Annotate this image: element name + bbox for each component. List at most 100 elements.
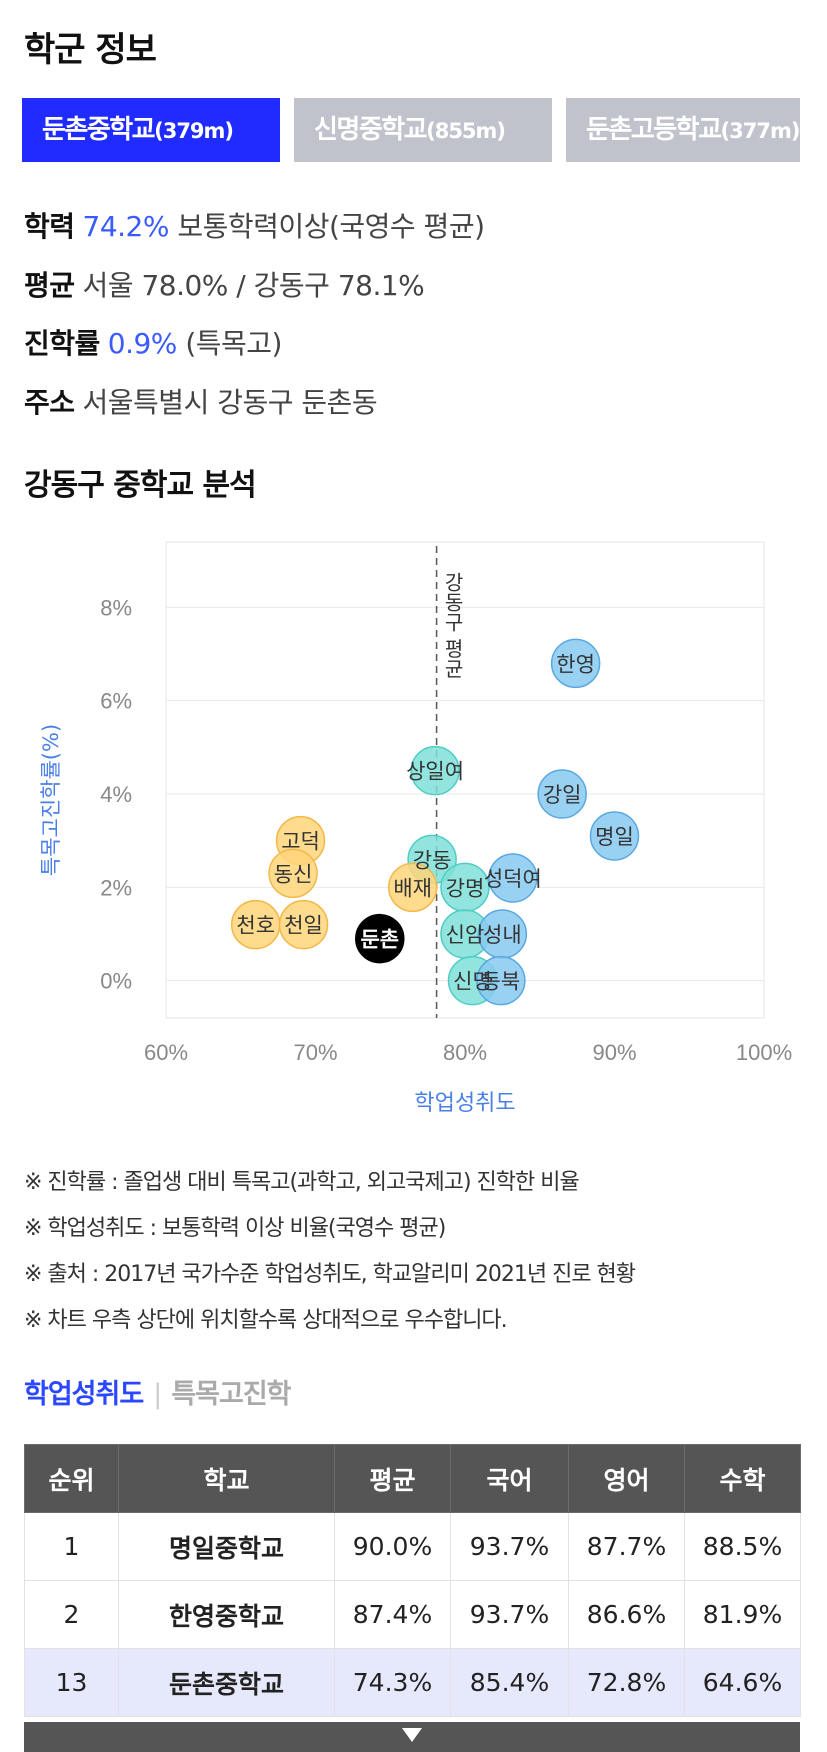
x-tick-label: 80% xyxy=(443,1040,487,1065)
table-row: 2 한영중학교 87.4% 93.7% 86.6% 81.9% xyxy=(24,1580,801,1649)
table-row: 1 명일중학교 90.0% 93.7% 87.7% 88.5% xyxy=(24,1512,801,1581)
school-tabs: 둔촌중학교(379m) 신명중학교(855m) 둔촌고등학교(377m) xyxy=(22,98,800,162)
point-label: 동신 xyxy=(274,862,313,886)
tab-achievement[interactable]: 학업성취도 xyxy=(24,1379,144,1410)
y-tick-label: 4% xyxy=(100,782,132,807)
point-label: 천일 xyxy=(284,914,323,938)
point-label: 성내 xyxy=(483,923,522,947)
cell-average: 74.3% xyxy=(334,1648,451,1717)
cell-korean: 93.7% xyxy=(450,1512,569,1581)
cell-korean: 93.7% xyxy=(450,1580,569,1649)
table-header-row: 순위 학교 평균 국어 영어 수학 xyxy=(24,1444,801,1513)
point-label: 성덕여 xyxy=(484,867,542,891)
info-label: 주소 xyxy=(24,386,75,419)
header-average: 평균 xyxy=(334,1444,451,1513)
point-label: 강일 xyxy=(543,783,582,807)
y-tick-label: 8% xyxy=(100,595,132,620)
cell-school: 둔촌중학교 xyxy=(118,1648,335,1717)
y-tick-label: 2% xyxy=(100,875,132,900)
chevron-down-icon xyxy=(402,1728,422,1742)
tab-school-name: 둔촌고등학교 xyxy=(586,115,722,145)
point-둔촌 xyxy=(355,913,405,964)
point-label: 고덕 xyxy=(281,830,320,854)
point-label: 둔촌 xyxy=(360,928,399,952)
note-line: ※ 진학률 : 졸업생 대비 특목고(과학고, 외고국제고) 진학한 비율 xyxy=(24,1170,580,1195)
tab-special-admission[interactable]: 특목고진학 xyxy=(171,1379,291,1410)
tab-school-2[interactable]: 신명중학교(855m) xyxy=(294,98,552,162)
cell-average: 87.4% xyxy=(334,1580,451,1649)
point-한영 xyxy=(550,638,601,689)
info-average: 평균 서울 78.0% / 강동구 78.1% xyxy=(24,264,425,304)
info-value: 서울특별시 강동구 둔촌동 xyxy=(82,386,378,419)
x-tick-label: 90% xyxy=(592,1040,636,1065)
point-label: 천호 xyxy=(236,914,275,938)
x-tick-label: 60% xyxy=(144,1040,188,1065)
cell-school: 한영중학교 xyxy=(118,1580,335,1649)
chart-notes: ※ 진학률 : 졸업생 대비 특목고(과학고, 외고국제고) 진학한 비율 ※ … xyxy=(24,1160,636,1344)
tab-school-distance: (855m) xyxy=(426,119,506,143)
header-school: 학교 xyxy=(118,1444,335,1513)
info-highlight-value: 74.2% xyxy=(82,210,170,243)
point-label: 강명 xyxy=(446,876,485,900)
point-천일 xyxy=(278,899,329,950)
cell-average: 90.0% xyxy=(334,1512,451,1581)
header-math: 수학 xyxy=(684,1444,801,1513)
cell-rank: 1 xyxy=(24,1512,119,1581)
x-tick-label: 100% xyxy=(736,1040,792,1065)
cell-rank: 13 xyxy=(24,1648,119,1717)
x-tick-label: 70% xyxy=(293,1040,337,1065)
ranking-tabs: 학업성취도 | 특목고진학 xyxy=(24,1372,292,1411)
info-address: 주소 서울특별시 강동구 둔촌동 xyxy=(24,381,378,421)
tab-school-name: 둔촌중학교 xyxy=(42,115,156,145)
y-axis-label: 특목고진학률(%) xyxy=(39,724,63,876)
table-row-current-school: 13 둔촌중학교 74.3% 85.4% 72.8% 64.6% xyxy=(24,1648,801,1717)
cell-school: 명일중학교 xyxy=(118,1512,335,1581)
y-tick-label: 6% xyxy=(100,689,132,714)
expand-table-button[interactable] xyxy=(24,1722,800,1752)
cell-korean: 85.4% xyxy=(450,1648,569,1717)
info-label: 진학률 xyxy=(24,327,100,360)
y-tick-label: 0% xyxy=(100,969,132,994)
point-label: 상일여 xyxy=(406,760,464,784)
info-label: 학력 xyxy=(24,210,75,243)
info-admission-rate: 진학률 0.9% (특목고) xyxy=(24,322,282,362)
cell-rank: 2 xyxy=(24,1580,119,1649)
header-rank: 순위 xyxy=(24,1444,119,1513)
point-상일여 xyxy=(410,745,460,796)
point-label: 명일 xyxy=(595,825,634,849)
point-label: 배재 xyxy=(393,876,432,900)
section-title: 학군 정보 xyxy=(24,30,157,70)
cell-math: 81.9% xyxy=(684,1580,801,1649)
note-line: ※ 차트 우측 상단에 위치할수록 상대적으로 우수합니다. xyxy=(24,1308,508,1333)
note-line: ※ 학업성취도 : 보통학력 이상 비율(국영수 평균) xyxy=(24,1216,446,1241)
point-label: 한영 xyxy=(556,652,595,676)
header-english: 영어 xyxy=(568,1444,685,1513)
cell-english: 72.8% xyxy=(568,1648,685,1717)
tab-school-1[interactable]: 둔촌중학교(379m) xyxy=(22,98,280,162)
tab-school-distance: (379m) xyxy=(154,119,234,143)
ranking-table: 순위 학교 평균 국어 영어 수학 1 명일중학교 90.0% 93.7% 87… xyxy=(24,1444,801,1717)
tab-school-3[interactable]: 둔촌고등학교(377m) xyxy=(566,98,800,162)
scatter-chart: 0% 2% 4% 6% 8% 60% 70% 80% 90% 100% 학업성취도 특목고진학률(%)… xyxy=(39,541,792,1116)
cell-english: 86.6% xyxy=(568,1580,685,1649)
header-korean: 국어 xyxy=(450,1444,569,1513)
point-강일 xyxy=(537,769,587,819)
info-achievement: 학력 74.2% 보통학력이상(국영수 평균) xyxy=(24,205,485,245)
point-동신 xyxy=(268,848,318,899)
info-label: 평균 xyxy=(24,269,75,302)
tab-school-name: 신명중학교 xyxy=(314,115,428,145)
point-label: 강동 xyxy=(413,848,452,872)
reference-line-label: 강동구 평균 xyxy=(441,572,465,679)
tab-school-distance: (377m) xyxy=(720,119,800,143)
x-axis-label: 학업성취도 xyxy=(414,1091,515,1116)
point-명일 xyxy=(589,811,640,861)
info-desc: (특목고) xyxy=(185,327,282,360)
point-label: 동북 xyxy=(482,970,521,994)
info-desc: 보통학력이상(국영수 평균) xyxy=(177,210,485,243)
cell-math: 64.6% xyxy=(684,1648,801,1717)
point-배재 xyxy=(387,862,438,913)
analysis-title: 강동구 중학교 분석 xyxy=(24,468,257,503)
cell-math: 88.5% xyxy=(684,1512,801,1581)
info-highlight-value: 0.9% xyxy=(107,327,178,360)
point-label: 신암 xyxy=(446,923,485,947)
